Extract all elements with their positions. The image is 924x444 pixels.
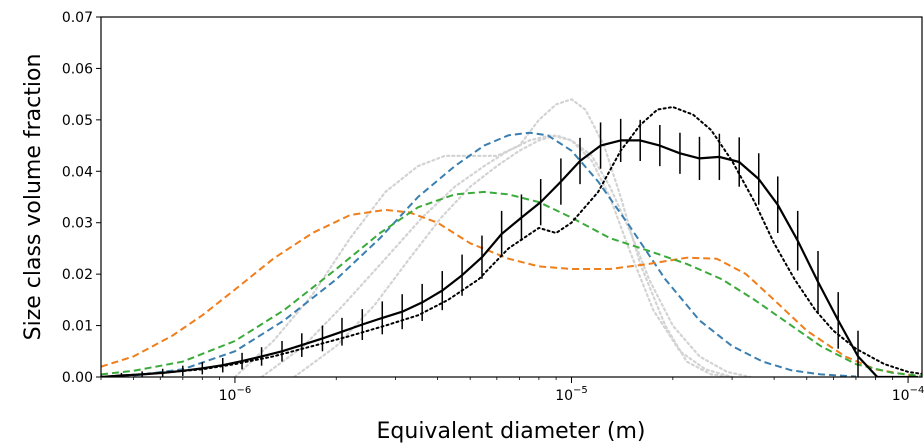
- series-line-grey-3: [293, 134, 734, 377]
- y-tick-label: 0.00: [62, 370, 93, 386]
- y-tick-label: 0.01: [62, 319, 93, 335]
- x-axis: 10−6 10−5 10−4: [100, 377, 924, 404]
- series-line-black-dotted: [101, 106, 922, 377]
- series-line-blue: [133, 131, 856, 377]
- x-tick-label: 10−4: [892, 385, 924, 404]
- y-axis: 0.00 0.01 0.02 0.03 0.04 0.05 0.06 0.07: [62, 10, 101, 386]
- y-tick-label: 0.02: [62, 267, 93, 283]
- series-line-grey-1: [233, 98, 734, 377]
- x-axis-label: Equivalent diameter (m): [377, 419, 646, 444]
- y-axis-label: Size class volume fraction: [21, 54, 46, 341]
- y-tick-label: 0.07: [62, 10, 93, 26]
- y-tick-label: 0.06: [62, 61, 93, 77]
- series-line-green: [101, 190, 922, 377]
- series-line-orange: [101, 208, 922, 377]
- series-line-grey-2: [260, 134, 752, 377]
- y-tick-label: 0.05: [62, 113, 93, 129]
- series-layer: [101, 98, 922, 377]
- series-line-measured: [101, 139, 918, 377]
- y-tick-label: 0.03: [62, 216, 93, 232]
- plot-frame: [100, 16, 923, 378]
- y-tick-label: 0.04: [62, 164, 93, 180]
- x-tick-label: 10−6: [219, 385, 252, 404]
- x-tick-label: 10−5: [555, 385, 588, 404]
